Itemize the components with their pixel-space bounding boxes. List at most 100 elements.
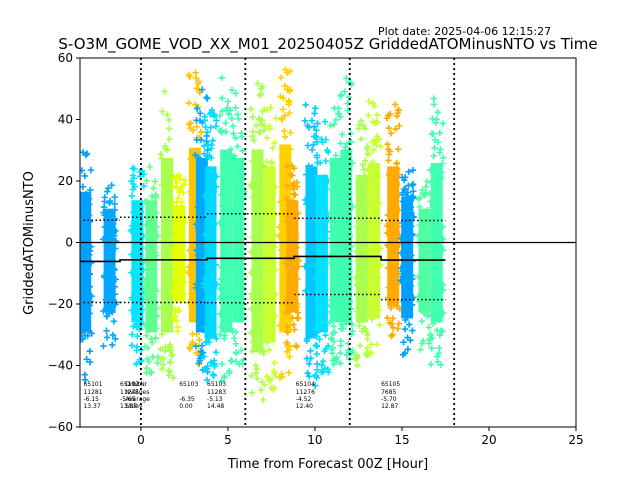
data-point [212, 123, 220, 130]
data-point [256, 348, 263, 355]
stats-row-label: Stdev [125, 403, 143, 410]
y-tick-label: 0 [65, 236, 73, 250]
data-point [285, 293, 292, 300]
data-point [251, 168, 258, 176]
data-point [285, 99, 293, 106]
data-point [201, 150, 208, 157]
data-point [128, 269, 135, 276]
data-point [99, 236, 107, 243]
data-point [307, 355, 314, 362]
data-point [280, 94, 287, 102]
x-tick-label: 20 [481, 433, 496, 447]
data-point [302, 196, 309, 204]
stats-row-label: Average [125, 396, 150, 403]
data-point [240, 356, 247, 364]
data-point [110, 226, 118, 233]
data-point [321, 347, 328, 355]
x-tick-label: 15 [394, 433, 409, 447]
data-point [337, 360, 344, 367]
data-point [148, 339, 156, 346]
data-point [229, 266, 236, 273]
data-point [217, 275, 225, 283]
data-point [272, 266, 279, 273]
data-point [249, 114, 256, 121]
data-point [231, 335, 238, 342]
data-point [313, 333, 320, 340]
data-point [176, 211, 184, 219]
data-point [340, 154, 347, 162]
data-point [316, 312, 324, 320]
data-point [144, 344, 151, 351]
data-point [277, 246, 285, 254]
data-point [233, 282, 240, 290]
data-point [315, 246, 322, 253]
data-point [377, 143, 384, 150]
data-point [369, 158, 376, 165]
data-point [329, 223, 336, 231]
data-point [222, 184, 230, 191]
data-point [128, 251, 135, 258]
data-point [108, 295, 115, 303]
data-point [162, 262, 170, 269]
data-point [394, 325, 402, 332]
data-point [295, 263, 303, 270]
data-point [398, 250, 405, 257]
data-point [358, 316, 366, 323]
data-point [149, 201, 156, 208]
data-point [285, 369, 292, 376]
data-point [260, 350, 267, 357]
data-point [203, 248, 211, 255]
point-cluster [260, 104, 280, 394]
data-point [162, 317, 170, 325]
data-point [271, 139, 278, 147]
data-point [439, 246, 447, 253]
data-point [203, 240, 210, 248]
data-point [188, 191, 195, 198]
data-point [251, 267, 258, 274]
data-point [178, 262, 186, 269]
stats-value: 65101 [83, 381, 102, 388]
data-point [383, 115, 391, 122]
data-point [262, 122, 269, 129]
data-point [185, 71, 193, 79]
plot-date: Plot date: 2025-04-06 12:15:27 [378, 25, 551, 38]
data-point [192, 342, 200, 350]
data-point [193, 247, 200, 254]
y-tick-label: −20 [48, 297, 73, 311]
data-point [312, 276, 320, 283]
data-point [358, 135, 365, 143]
data-point [131, 165, 138, 173]
data-point [80, 308, 86, 315]
data-point [369, 189, 376, 196]
data-point [287, 146, 294, 153]
data-point [233, 348, 240, 356]
data-point [419, 186, 426, 194]
data-point [280, 288, 287, 296]
data-point [185, 99, 192, 107]
data-point [203, 323, 210, 330]
data-point [224, 218, 231, 225]
data-point [365, 183, 372, 190]
data-point [179, 240, 186, 247]
data-point [345, 347, 352, 354]
data-point [158, 330, 166, 338]
data-point [158, 365, 166, 373]
data-point [372, 210, 379, 217]
data-point [218, 377, 226, 384]
data-point [428, 214, 435, 221]
data-point [254, 80, 261, 87]
data-point [364, 344, 371, 351]
data-point [407, 282, 415, 290]
data-point [352, 274, 360, 281]
data-point [166, 341, 174, 349]
data-point [80, 330, 85, 337]
data-point [81, 376, 89, 384]
data-point [86, 201, 93, 208]
data-point [145, 326, 152, 334]
data-point [147, 317, 155, 324]
data-point [228, 358, 236, 365]
data-point [290, 268, 298, 276]
data-point [233, 306, 241, 314]
data-point [281, 112, 289, 119]
data-point [440, 309, 447, 317]
